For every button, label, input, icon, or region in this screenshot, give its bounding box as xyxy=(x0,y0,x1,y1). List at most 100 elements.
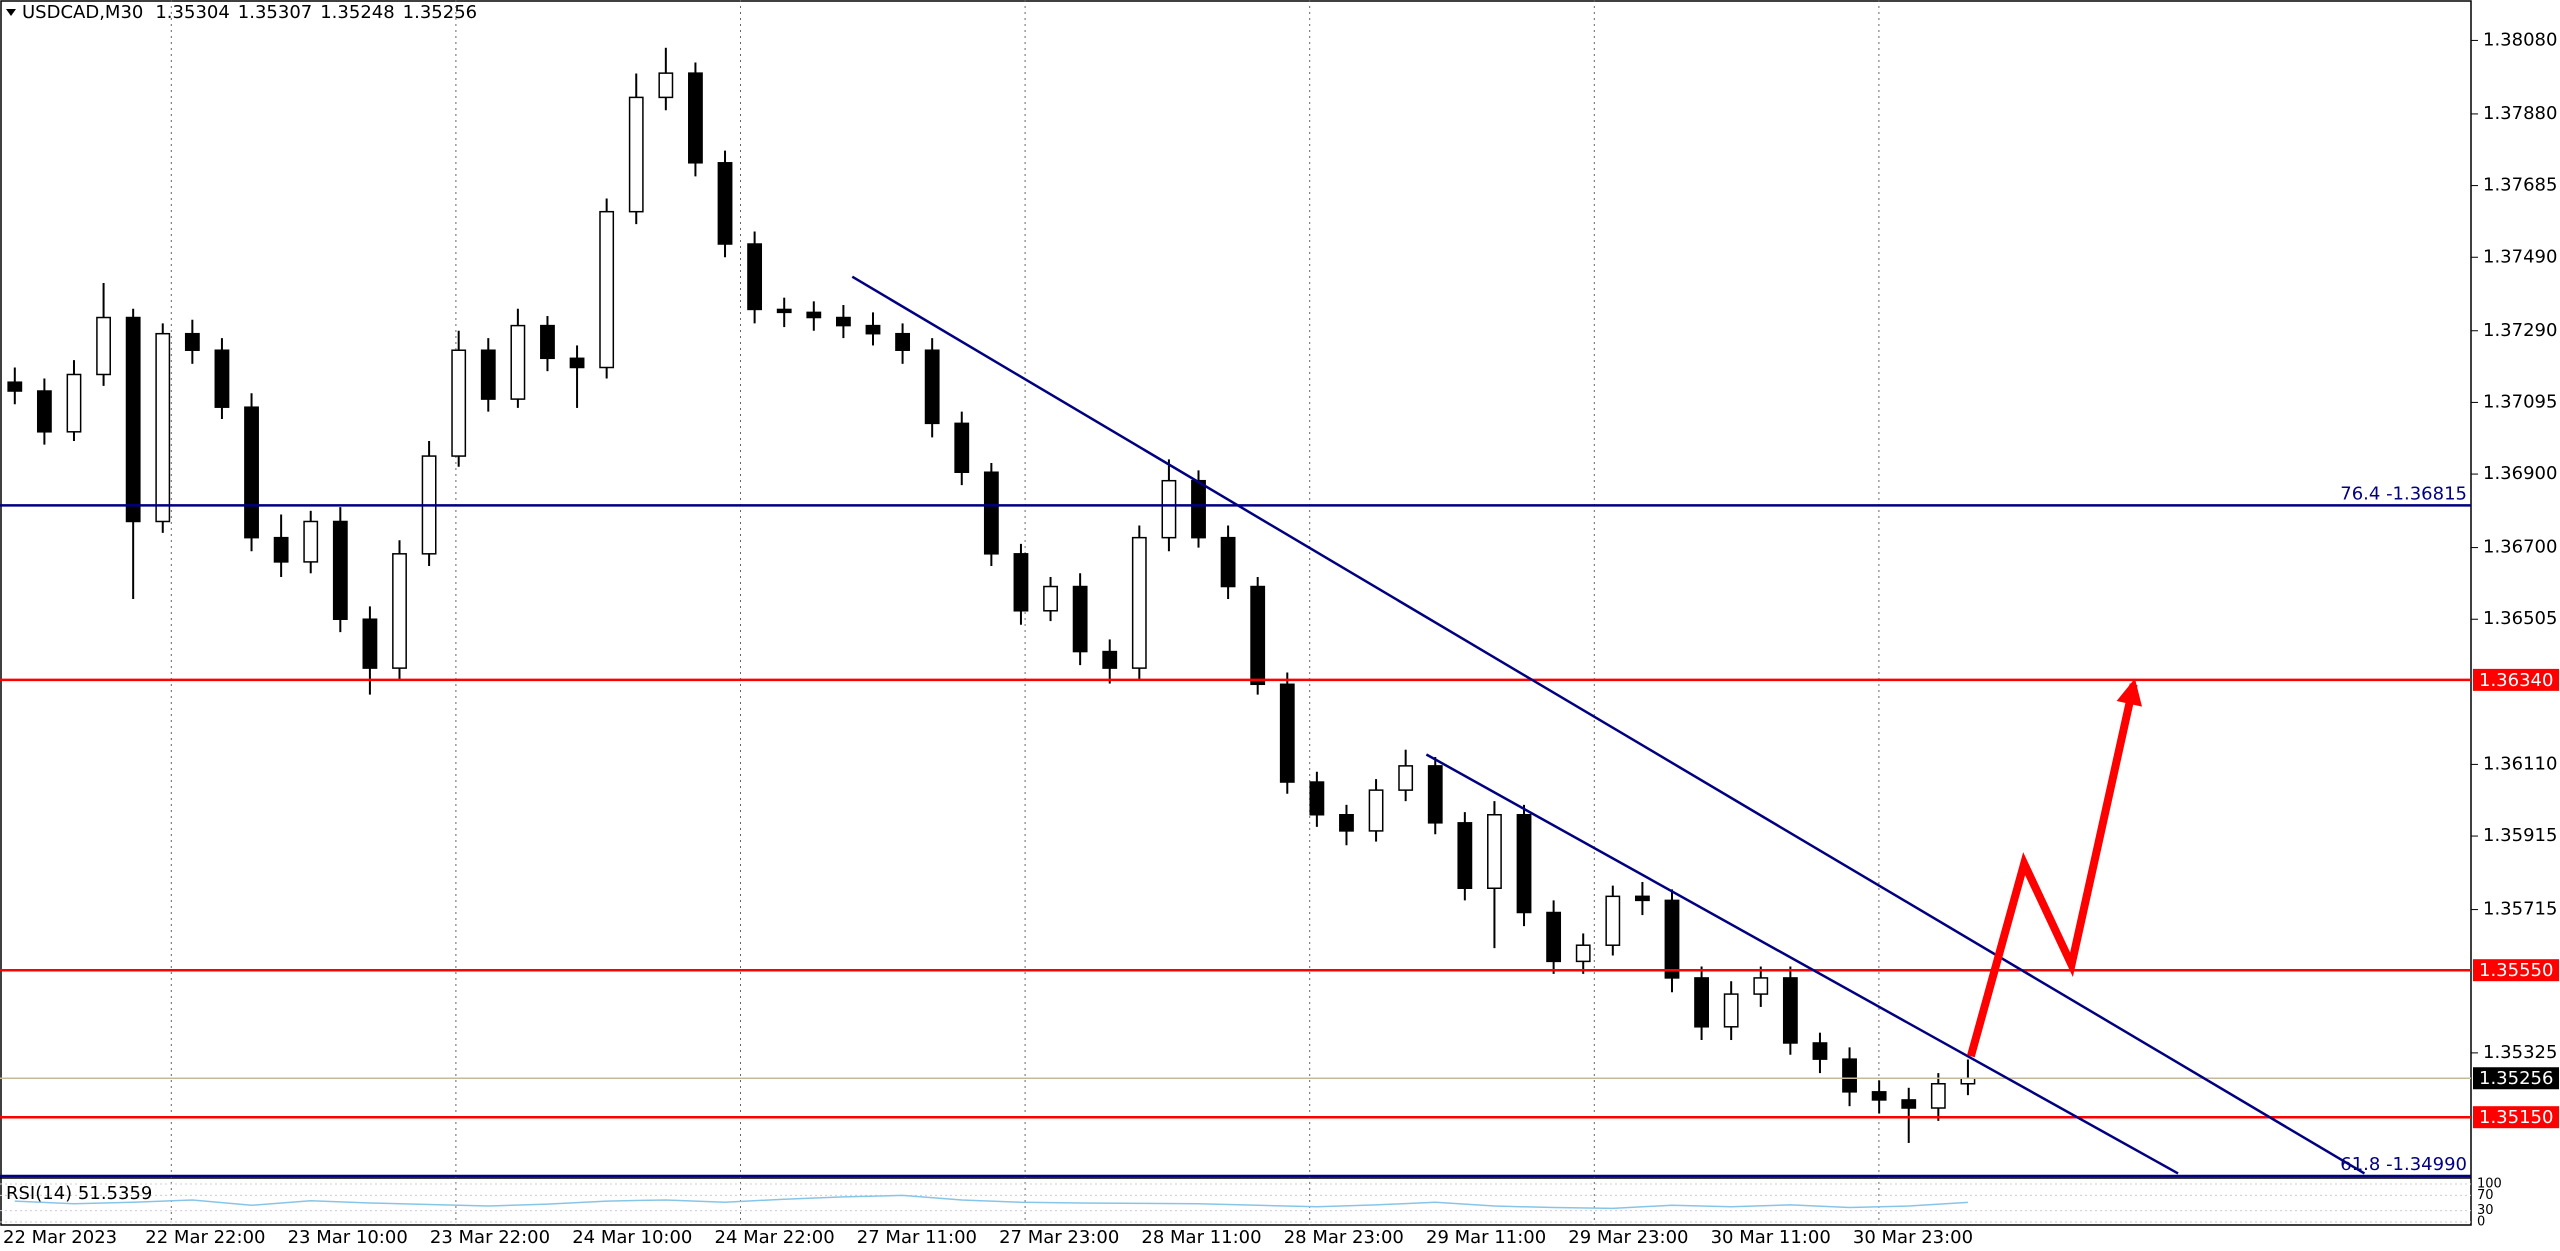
symbol: USDCAD,M30 xyxy=(22,2,143,23)
y-tick-label: 1.36110 xyxy=(2483,753,2557,774)
candle-body xyxy=(954,422,970,473)
candle-body xyxy=(1575,944,1591,963)
x-tick-label: 22 Mar 2023 xyxy=(3,1227,117,1248)
current-price-tag xyxy=(2473,1067,2559,1090)
header-open: 1.35304 xyxy=(155,2,229,23)
y-tick-label: 1.36900 xyxy=(2483,463,2557,484)
candle-body xyxy=(1871,1091,1887,1101)
projection-arrow xyxy=(1967,683,2138,1058)
candle-body xyxy=(1339,813,1354,832)
candle-body xyxy=(184,332,200,351)
candle-body xyxy=(1368,789,1384,832)
candle-body xyxy=(480,349,496,400)
candle-body xyxy=(835,316,851,327)
candle-body xyxy=(1043,585,1058,612)
candle-body xyxy=(7,381,23,392)
x-tick-label: 30 Mar 11:00 xyxy=(1711,1227,1831,1248)
level-label: 1.35550 xyxy=(2479,960,2553,981)
level-label: 76.4 -1.36815 xyxy=(2340,483,2467,504)
frame xyxy=(0,0,2472,1226)
rsi-tick-label: 100 xyxy=(2477,1177,2502,1192)
candle-body xyxy=(244,406,259,539)
candle-body xyxy=(806,311,822,319)
y-tick-label: 1.38080 xyxy=(2483,29,2557,50)
candle-body xyxy=(1131,536,1147,669)
candle-body xyxy=(36,390,52,433)
y-tick-label: 1.37685 xyxy=(2483,175,2557,196)
candle-body xyxy=(96,316,111,376)
trendline xyxy=(1425,753,2179,1175)
level-label: 61.8 -1.34990 xyxy=(2340,1154,2467,1175)
x-tick-label: 23 Mar 22:00 xyxy=(430,1227,550,1248)
candle-body xyxy=(1250,585,1266,686)
candle-body xyxy=(569,357,585,369)
candle-body xyxy=(717,162,733,245)
candle-body xyxy=(1694,977,1709,1028)
rsi-line xyxy=(14,1194,1968,1210)
level-tag xyxy=(2473,1106,2559,1129)
candle-body xyxy=(688,72,703,164)
candle-body xyxy=(1191,479,1206,539)
y-tick-label: 1.36505 xyxy=(2483,608,2557,629)
candle-body xyxy=(1309,781,1325,816)
x-tick-label: 27 Mar 11:00 xyxy=(857,1227,977,1248)
candle-body xyxy=(1901,1099,1917,1109)
y-tick-label: 1.37490 xyxy=(2483,246,2557,267)
candle-body xyxy=(392,553,407,669)
rsi-tick-label: 0 xyxy=(2477,1215,2485,1230)
candle-body xyxy=(362,618,378,669)
y-tick-label: 1.37290 xyxy=(2483,320,2557,341)
candle-body xyxy=(510,324,526,400)
candle-body xyxy=(1634,895,1650,902)
x-tick-label: 28 Mar 23:00 xyxy=(1284,1227,1404,1248)
header-close: 1.35256 xyxy=(403,2,477,23)
rsi-title: RSI(14) 51.5359 xyxy=(6,1183,152,1204)
candle-body xyxy=(303,520,319,563)
x-tick-label: 29 Mar 23:00 xyxy=(1568,1227,1688,1248)
candle-body xyxy=(776,308,792,314)
candle-body xyxy=(1220,536,1236,588)
chart-header: USDCAD,M30 1.35304 1.35307 1.35248 1.35256 xyxy=(22,2,477,23)
rsi-tick-label: 30 xyxy=(2477,1203,2494,1218)
y-tick-label: 1.36700 xyxy=(2483,537,2557,558)
level-label: 1.36340 xyxy=(2479,670,2553,691)
candle-body xyxy=(1753,977,1769,995)
candle-body xyxy=(1930,1083,1946,1109)
candle-body xyxy=(332,520,348,620)
candle-body xyxy=(1812,1042,1828,1060)
x-tick-label: 29 Mar 11:00 xyxy=(1426,1227,1546,1248)
candle-body xyxy=(155,332,171,523)
candle-body xyxy=(540,324,555,360)
candle-body xyxy=(599,210,615,369)
candle-body xyxy=(658,72,674,99)
y-tick-label: 1.35915 xyxy=(2483,825,2557,846)
y-tick-label: 1.37880 xyxy=(2483,103,2557,124)
candle-body xyxy=(1013,553,1029,612)
candle-body xyxy=(1072,585,1088,653)
candle-body xyxy=(214,349,230,408)
x-tick-label: 30 Mar 23:00 xyxy=(1853,1227,1973,1248)
y-tick-label: 1.37095 xyxy=(2483,391,2557,412)
x-tick-label: 24 Mar 10:00 xyxy=(572,1227,692,1248)
candle-body xyxy=(1427,765,1443,824)
trendline xyxy=(851,275,2366,1175)
candle-body xyxy=(628,96,644,213)
x-tick-label: 24 Mar 22:00 xyxy=(715,1227,835,1248)
candle-body xyxy=(66,373,82,433)
candle-body xyxy=(125,316,141,523)
candle-body xyxy=(1487,813,1502,889)
candle-body xyxy=(895,332,910,351)
candle-body xyxy=(1782,977,1798,1044)
level-label: 1.35150 xyxy=(2479,1107,2553,1128)
menu-triangle xyxy=(6,9,16,16)
x-tick-label: 22 Mar 22:00 xyxy=(145,1227,265,1248)
candle-body xyxy=(1102,650,1118,669)
x-tick-label: 23 Mar 10:00 xyxy=(288,1227,408,1248)
arrow-head xyxy=(2116,678,2143,707)
rsi-tick-label: 70 xyxy=(2477,1188,2494,1203)
candle-body xyxy=(1546,911,1562,963)
candle-body xyxy=(451,349,467,457)
candle-body xyxy=(273,536,289,563)
